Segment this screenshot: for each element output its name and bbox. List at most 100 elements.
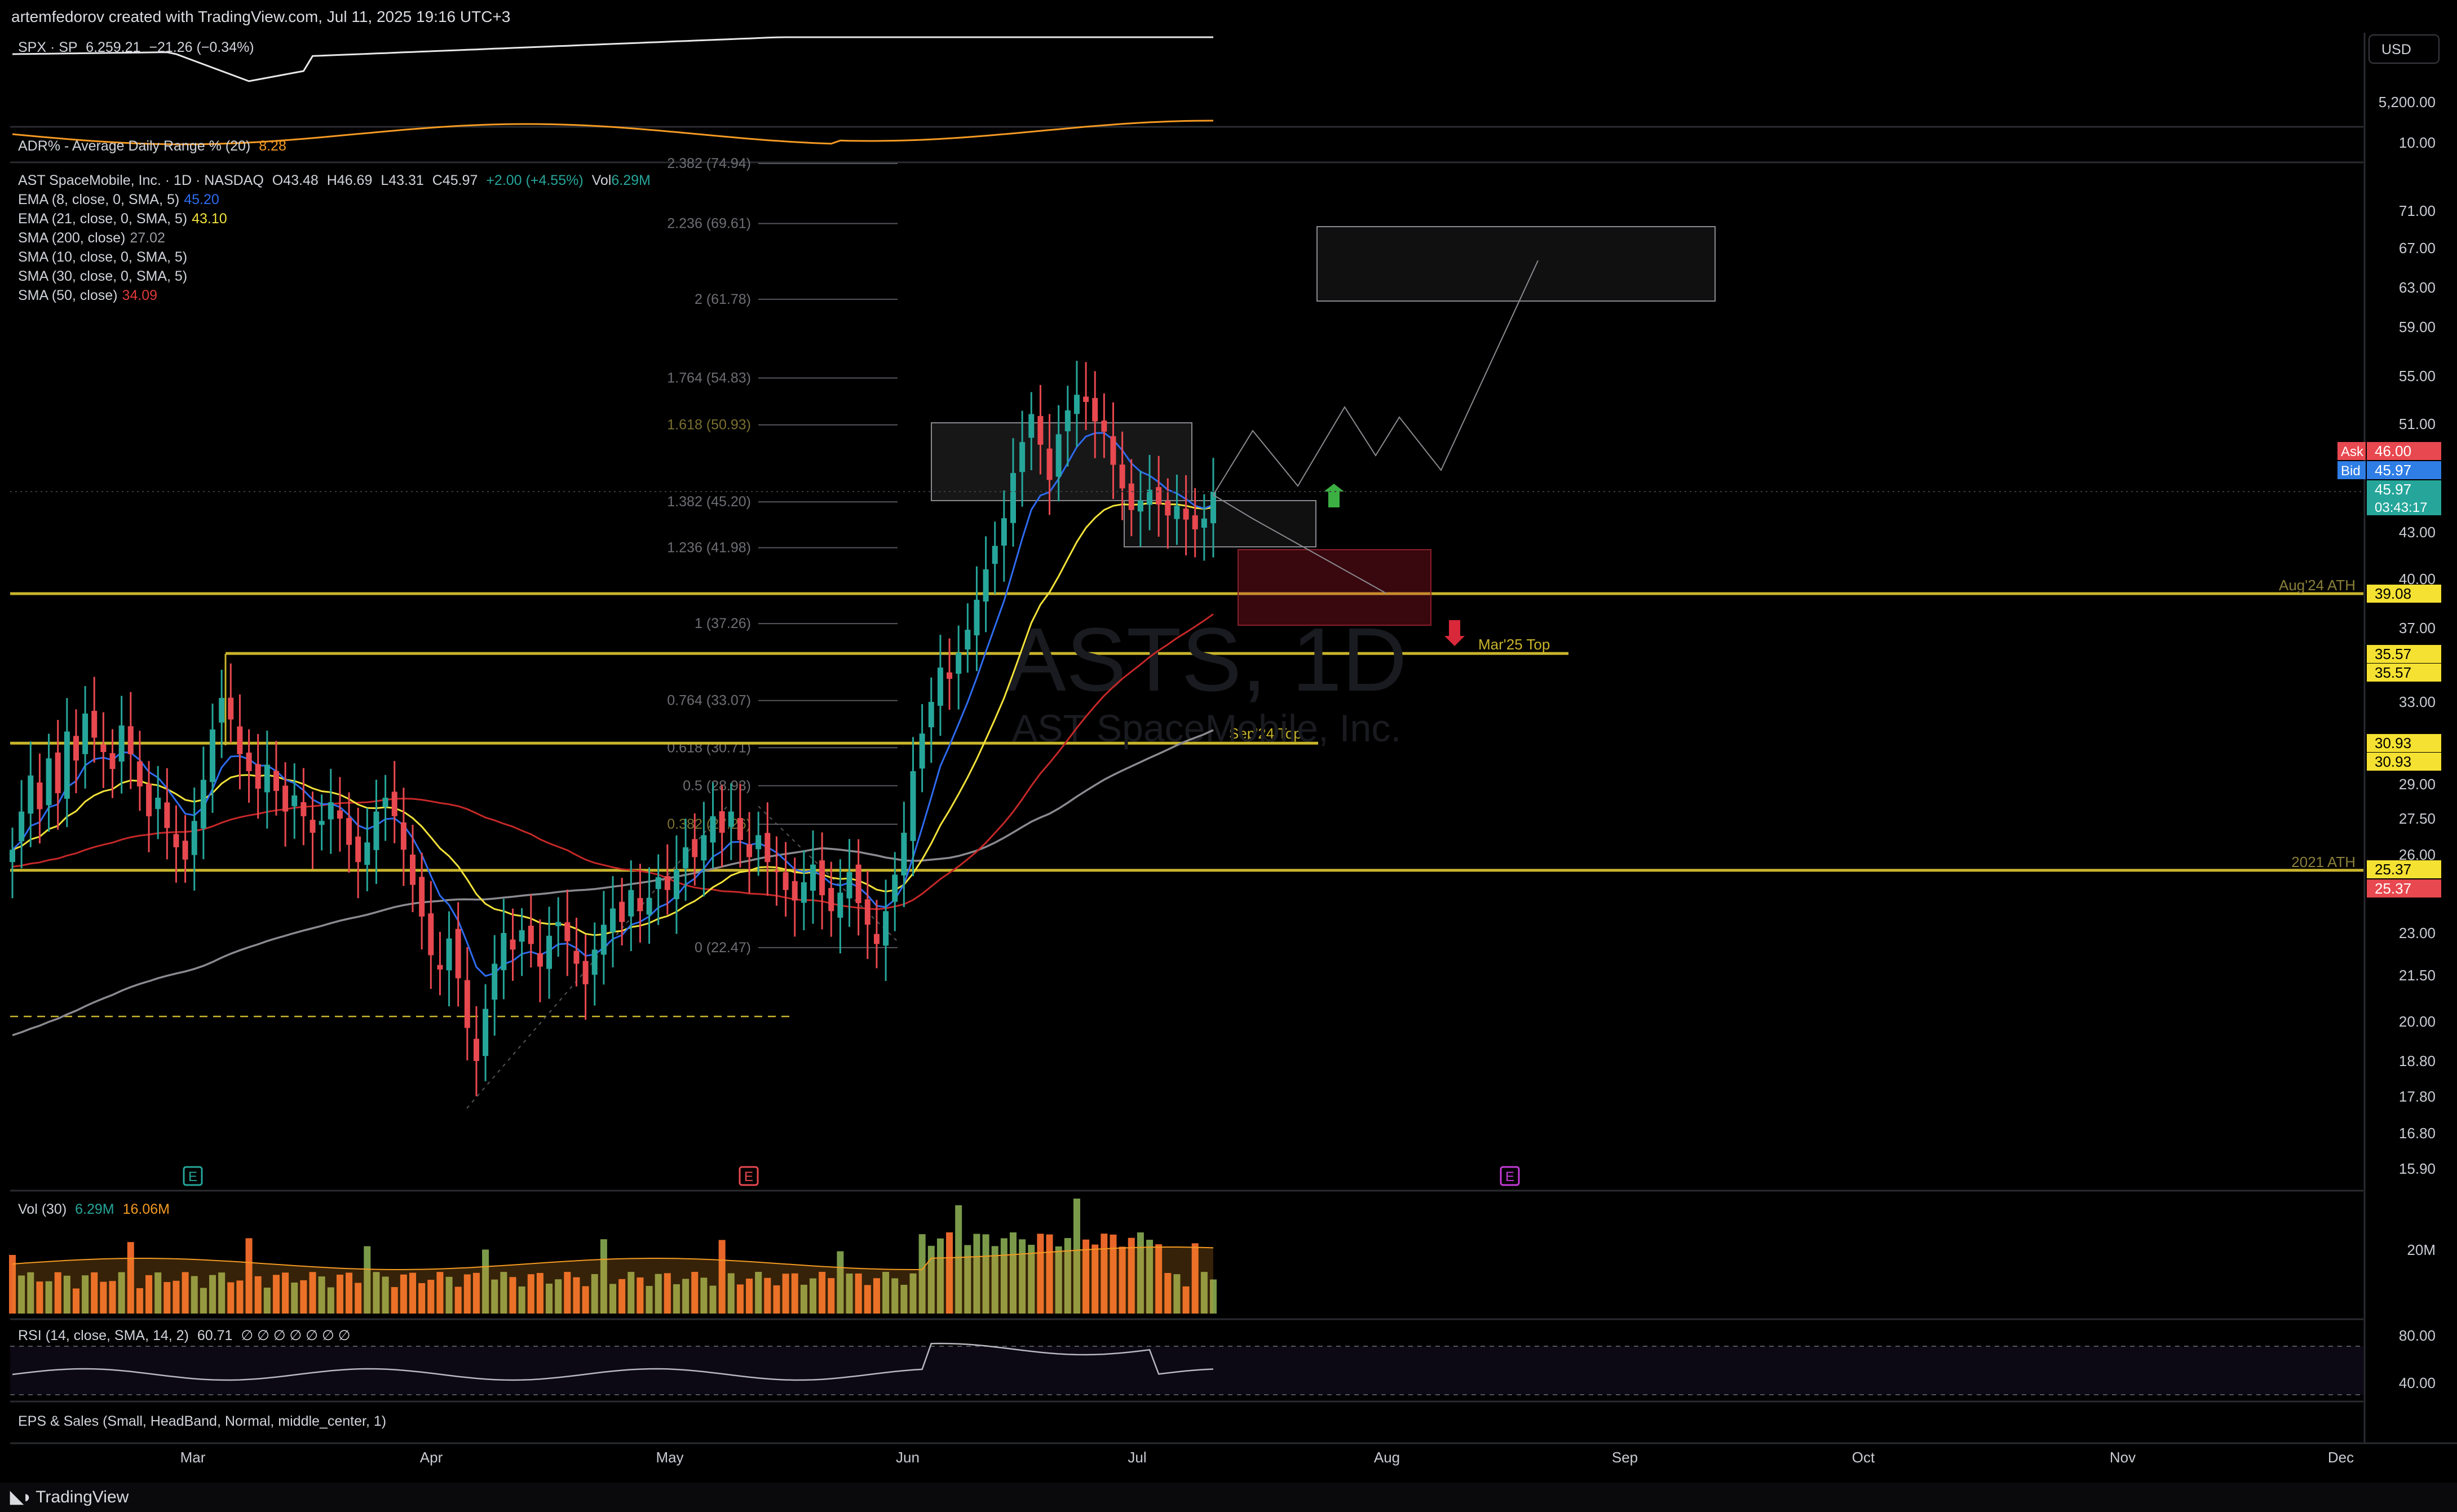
volume-bar: [109, 1281, 116, 1314]
candle-body: [1201, 518, 1207, 528]
candle-body: [100, 744, 107, 753]
candle-body: [737, 818, 743, 840]
candle-body: [873, 934, 880, 944]
spx-line: [12, 36, 1213, 82]
candle-body: [64, 731, 70, 799]
candle-body: [282, 785, 289, 812]
spx-value: 6,259.21: [86, 39, 141, 55]
volume-bar: [855, 1273, 862, 1314]
adr-axis-tick: 10.00: [2399, 134, 2436, 151]
candle-body: [655, 877, 661, 889]
candle-body: [864, 899, 870, 925]
price-tag-0: Ask 46.00: [2337, 442, 2441, 460]
volume-bar: [637, 1277, 644, 1314]
candle-body: [746, 844, 753, 857]
vol-label: Vol: [591, 173, 612, 188]
rsi-extra: ∅ ∅ ∅ ∅ ∅ ∅ ∅: [241, 1328, 351, 1343]
support-box: [1124, 500, 1316, 547]
volume-bar: [300, 1280, 307, 1314]
candle-body: [319, 821, 325, 825]
price-tag-bg: [2367, 860, 2441, 878]
volume-bar: [682, 1279, 690, 1314]
candle-body: [82, 713, 89, 754]
currency-box: [2368, 34, 2440, 64]
currency-label: USD: [2381, 42, 2411, 58]
earnings-marker-0: E: [183, 1166, 203, 1186]
ohlc-high: H46.69: [326, 173, 373, 188]
price-tag-name: Bid: [2341, 463, 2361, 479]
candle-body: [555, 922, 562, 926]
y-tick-3: 59.00: [2399, 319, 2436, 335]
volume-bar: [118, 1272, 125, 1314]
volume-bar: [927, 1245, 935, 1314]
volume-bar: [1173, 1274, 1181, 1314]
indicator-value: 27.02: [130, 230, 165, 246]
x-tick-dec: Dec: [2328, 1449, 2354, 1466]
rsi-legend: RSI (14, close, SMA, 14, 2) 60.71 ∅ ∅ ∅ …: [18, 1327, 351, 1344]
candle-body: [1037, 415, 1044, 445]
y-tick-0: 71.00: [2399, 202, 2436, 219]
candle-body: [810, 864, 816, 891]
y-tick-18: 16.80: [2399, 1125, 2436, 1142]
candle-body: [346, 818, 352, 845]
volume-bar: [1155, 1244, 1163, 1314]
y-tick-19: 15.90: [2399, 1160, 2436, 1177]
candle-body: [155, 798, 161, 810]
volume-bar: [1000, 1238, 1007, 1314]
volume-bar: [54, 1272, 61, 1314]
volume-bar: [209, 1275, 216, 1314]
volume-bar: [245, 1238, 253, 1314]
candle-body: [1147, 489, 1153, 505]
candle-body: [127, 726, 134, 754]
main-legend: AST SpaceMobile, Inc. · 1D · NASDAQ O43.…: [18, 173, 651, 189]
volume-bar: [718, 1240, 726, 1314]
candle-body: [910, 771, 916, 841]
candle-body: [1183, 509, 1189, 520]
candles[interactable]: [10, 361, 1216, 1097]
volume-bar: [1137, 1232, 1144, 1314]
volume-ma-fill: [12, 1247, 1213, 1314]
candle-body: [373, 811, 379, 850]
price-tag-value: 45.97: [2375, 481, 2411, 498]
candle-body: [692, 839, 698, 857]
candle-body: [501, 933, 507, 970]
candle-body: [446, 938, 452, 971]
time-axis[interactable]: Mar Apr May Jun Jul Aug Sep Oct Nov Dec: [180, 1449, 2354, 1466]
volume-bar: [582, 1286, 589, 1314]
volume-bar: [472, 1272, 480, 1314]
x-tick-jun: Jun: [896, 1449, 920, 1466]
spx-legend: SPX · SP 6,259.21 −21.26 (−0.34%): [18, 39, 254, 56]
pane-separators: [10, 33, 2457, 1444]
candle-body: [983, 569, 989, 602]
volume-bar: [236, 1280, 244, 1314]
price-axis[interactable]: USD71.0067.0063.0059.0055.0051.0043.0040…: [10, 34, 2441, 1177]
volume-bar: [964, 1245, 971, 1314]
price-tag-bg: [2367, 645, 2441, 663]
candle-body: [901, 833, 907, 876]
volume-bar: [45, 1281, 52, 1314]
indicator-row-0: EMA (8, close, 0, SMA, 5) 45.20: [18, 192, 227, 211]
price-tag-bg: [2367, 442, 2441, 460]
fib-label-2: 2 (61.78): [695, 291, 751, 307]
candle-body: [610, 908, 616, 932]
price-tag-value: 25.37: [2375, 861, 2411, 878]
price-tag-name: Ask: [2341, 444, 2364, 459]
attribution-bar: artemfedorov created with TradingView.co…: [0, 0, 2457, 33]
volume-bar: [436, 1272, 444, 1314]
candle-body: [1192, 515, 1198, 529]
candle-body: [109, 753, 116, 770]
volume-bar: [154, 1272, 162, 1314]
volume-bar: [282, 1272, 289, 1314]
volume-bar: [1055, 1246, 1062, 1314]
indicator-label: SMA (10, close, 0, SMA, 5): [18, 249, 188, 265]
volume-bar: [445, 1276, 453, 1314]
candle-body: [255, 764, 261, 789]
volume-bar: [727, 1273, 735, 1314]
volume-bar: [63, 1275, 70, 1314]
candle-body: [537, 953, 543, 967]
tradingview-logo[interactable]: ◣◗ TradingView: [10, 1487, 129, 1507]
volume-bar: [1101, 1234, 1108, 1314]
